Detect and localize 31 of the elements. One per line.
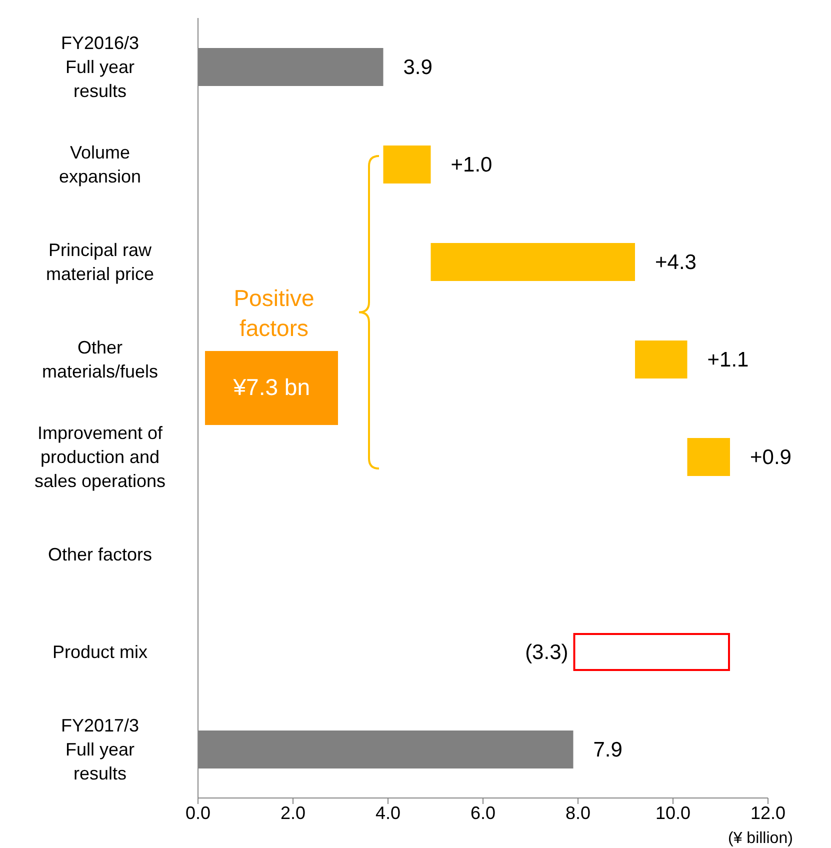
data-label: +1.0 (450, 153, 492, 176)
y-tick-label: FY2016/3 Full year results (60, 32, 140, 101)
y-tick-label: Volume expansion (58, 142, 142, 186)
data-label: +0.9 (750, 446, 792, 469)
y-tick-label: FY2017/3 Full year results (60, 715, 140, 784)
data-label: +4.3 (655, 250, 696, 274)
x-tick-label: 6.0 (470, 802, 496, 823)
x-axis-title: (¥ billion) (728, 830, 793, 848)
bar (383, 146, 431, 184)
y-tick-label: Product mix (52, 642, 148, 662)
bar (430, 243, 635, 281)
x-tick-label: 0.0 (185, 802, 211, 823)
bar (687, 438, 730, 476)
x-tick-label: 12.0 (750, 802, 786, 823)
data-label: (3.3) (525, 640, 568, 664)
data-label: 7.9 (593, 738, 622, 762)
x-tick-label: 2.0 (280, 802, 306, 823)
annotation: ¥7.3 bn (233, 374, 310, 401)
bar (573, 633, 730, 671)
y-tick-label: Improvement of production and sales operations (34, 422, 166, 491)
x-tick-label: 8.0 (565, 802, 591, 823)
y-tick-label: Principal raw material price (46, 240, 154, 284)
data-label: 3.9 (403, 56, 432, 79)
annotation: Positive factors (232, 284, 316, 342)
y-tick-label: Other materials/fuels (42, 337, 158, 382)
callout-box: ¥7.3 bn (205, 350, 338, 424)
bar (635, 340, 688, 378)
y-tick-label: Other factors (48, 544, 152, 564)
data-label: +1.1 (707, 348, 749, 372)
x-tick-label: 4.0 (375, 802, 401, 823)
x-tick-label: 10.0 (655, 802, 691, 823)
